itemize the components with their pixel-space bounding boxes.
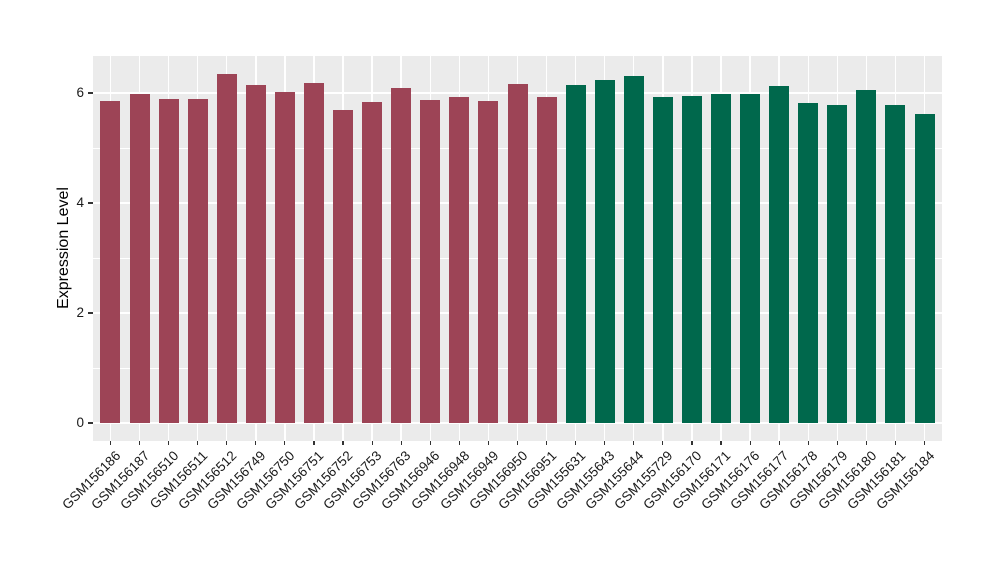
x-tick-mark bbox=[545, 441, 548, 445]
bar-GSM156951 bbox=[536, 97, 557, 423]
x-tick-mark bbox=[226, 441, 228, 445]
x-tick-mark bbox=[807, 441, 809, 445]
x-tick-mark bbox=[836, 441, 838, 445]
x-tick-mark bbox=[662, 441, 664, 445]
bar-GSM156178 bbox=[798, 103, 819, 423]
bar-GSM156510 bbox=[158, 99, 179, 423]
x-tick-mark bbox=[633, 441, 635, 445]
bar-GSM156950 bbox=[507, 83, 528, 423]
bar-GSM156751 bbox=[303, 83, 324, 423]
bar-GSM156752 bbox=[333, 109, 354, 423]
bar-GSM156512 bbox=[216, 73, 237, 423]
x-tick-mark bbox=[284, 441, 286, 445]
bar-GSM156176 bbox=[740, 94, 761, 423]
bar-GSM156180 bbox=[856, 89, 877, 423]
x-tick-mark bbox=[487, 441, 489, 445]
x-tick-mark bbox=[516, 441, 519, 445]
bar-GSM156948 bbox=[449, 97, 470, 423]
bar-GSM156749 bbox=[245, 84, 266, 423]
gridline-major bbox=[93, 422, 942, 424]
bar-GSM156750 bbox=[274, 91, 295, 423]
y-tick-mark bbox=[88, 312, 93, 314]
bar-GSM156170 bbox=[681, 95, 702, 423]
y-tick-mark bbox=[88, 422, 93, 424]
x-tick-mark bbox=[691, 441, 693, 445]
x-tick-mark bbox=[429, 441, 431, 445]
x-tick-mark bbox=[749, 441, 751, 445]
bar-GSM156179 bbox=[827, 105, 848, 423]
bar-GSM156177 bbox=[769, 85, 790, 423]
x-tick-mark bbox=[138, 441, 141, 445]
bar-GSM156187 bbox=[129, 93, 150, 423]
x-tick-mark bbox=[865, 441, 867, 445]
plot-panel bbox=[93, 56, 942, 441]
y-tick-label: 6 bbox=[76, 85, 84, 100]
bar-GSM155729 bbox=[652, 97, 673, 423]
x-tick-mark bbox=[604, 441, 606, 445]
x-tick-mark bbox=[197, 441, 199, 445]
bar-GSM156181 bbox=[885, 104, 906, 423]
bar-GSM155631 bbox=[565, 85, 586, 423]
x-tick-mark bbox=[255, 441, 257, 445]
y-axis-title: Expression Level bbox=[55, 187, 72, 309]
bar-GSM156949 bbox=[478, 101, 499, 423]
x-tick-mark bbox=[778, 441, 780, 445]
bar-GSM155644 bbox=[623, 75, 644, 423]
x-tick-mark bbox=[342, 441, 344, 445]
x-tick-mark bbox=[894, 441, 897, 445]
x-tick-mark bbox=[923, 441, 926, 445]
y-tick-mark bbox=[88, 202, 93, 204]
y-tick-label: 0 bbox=[76, 415, 84, 430]
x-tick-mark bbox=[400, 441, 402, 445]
bar-GSM156184 bbox=[914, 114, 935, 423]
y-tick-mark bbox=[88, 92, 93, 94]
x-tick-mark bbox=[313, 441, 315, 445]
x-tick-mark bbox=[109, 441, 112, 445]
bar-GSM156186 bbox=[100, 100, 121, 423]
y-tick-label: 2 bbox=[76, 305, 84, 320]
bar-GSM156171 bbox=[711, 93, 732, 423]
x-tick-mark bbox=[167, 441, 170, 445]
bar-GSM155643 bbox=[594, 80, 615, 423]
x-tick-mark bbox=[371, 441, 373, 445]
bar-GSM156753 bbox=[362, 101, 383, 423]
x-tick-mark bbox=[458, 441, 460, 445]
bar-GSM156511 bbox=[187, 99, 208, 423]
x-tick-mark bbox=[575, 441, 577, 445]
x-tick-mark bbox=[720, 441, 722, 445]
y-tick-label: 4 bbox=[76, 195, 84, 210]
bar-GSM156946 bbox=[420, 99, 441, 423]
bar-GSM156763 bbox=[391, 87, 412, 423]
